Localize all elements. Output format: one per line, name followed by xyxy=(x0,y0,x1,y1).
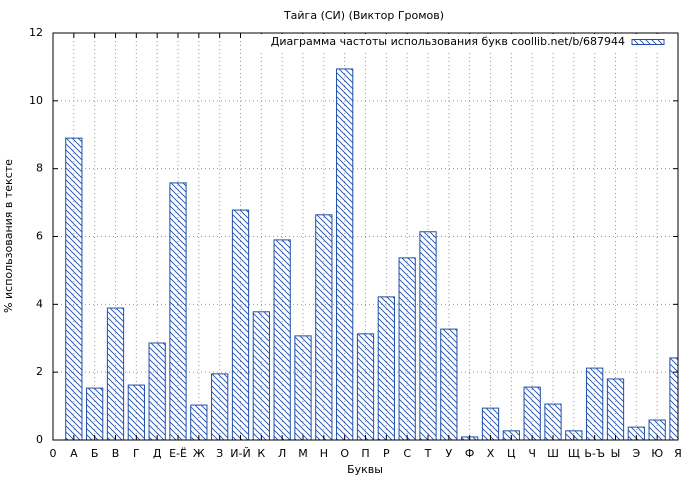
x-tick-label: М xyxy=(298,447,308,460)
x-tick-label: Д xyxy=(153,447,162,460)
x-tick-label: Ц xyxy=(507,447,516,460)
bar xyxy=(586,367,604,440)
x-tick-label: Т xyxy=(424,447,432,460)
x-tick-label: Л xyxy=(278,447,286,460)
x-tick-label: И-Й xyxy=(230,447,250,460)
bar xyxy=(481,407,500,440)
x-tick-label: Ь-Ъ xyxy=(584,447,605,460)
bar xyxy=(669,357,678,440)
x-tick-label: Г xyxy=(133,447,140,460)
x-tick-label: Ф xyxy=(465,447,474,460)
bar xyxy=(315,214,333,440)
chart-title: Тайга (СИ) (Виктор Громов) xyxy=(283,9,444,22)
x-tick-label: В xyxy=(112,447,120,460)
bar xyxy=(231,209,250,440)
x-tick-label: Ш xyxy=(547,447,559,460)
y-tick-label: 0 xyxy=(36,433,43,446)
bar xyxy=(523,386,541,440)
bar xyxy=(86,387,104,440)
x-tick-label: 0 xyxy=(50,447,57,460)
x-tick-label: Ю xyxy=(651,447,663,460)
bar xyxy=(606,378,625,440)
x-tick-label: К xyxy=(257,447,265,460)
bar xyxy=(336,68,354,440)
bars xyxy=(65,68,678,440)
bar xyxy=(106,307,125,440)
y-tick-label: 2 xyxy=(36,365,43,378)
bar xyxy=(398,257,416,440)
x-tick-label: Ч xyxy=(528,447,536,460)
x-tick-label: Э xyxy=(632,447,640,460)
bar xyxy=(648,419,666,440)
bar xyxy=(127,384,145,440)
x-axis-label: Буквы xyxy=(347,463,383,476)
x-tick-label: А xyxy=(70,447,78,460)
bar xyxy=(211,373,229,440)
y-tick-label: 6 xyxy=(36,230,43,243)
x-tick-label: Ы xyxy=(611,447,621,460)
bar xyxy=(440,328,458,440)
x-tick-label: З xyxy=(216,447,223,460)
bar xyxy=(356,333,375,440)
y-axis-label: % использования в тексте xyxy=(2,159,15,313)
x-tick-label: Е-Ё xyxy=(169,447,187,460)
y-tick-label: 4 xyxy=(36,297,43,310)
bar xyxy=(169,182,187,440)
bar xyxy=(190,404,208,440)
x-tick-label: Ж xyxy=(193,447,205,460)
x-tick-label: О xyxy=(340,447,349,460)
y-tick-label: 8 xyxy=(36,162,43,175)
x-tick-label: Щ xyxy=(568,447,580,460)
x-tick-label: П xyxy=(361,447,369,460)
bar xyxy=(273,239,291,440)
bar xyxy=(65,137,83,440)
plot-frame xyxy=(52,32,679,441)
x-tick-label: Н xyxy=(320,447,328,460)
x-tick-label: Я xyxy=(674,447,682,460)
legend-label: Диаграмма частоты использования букв coo… xyxy=(271,35,625,48)
bar xyxy=(148,342,166,440)
bar xyxy=(377,296,395,440)
bar xyxy=(252,311,270,440)
bar xyxy=(419,231,437,440)
y-tick-label: 12 xyxy=(29,26,43,39)
x-tick-label: Б xyxy=(91,447,99,460)
legend-background xyxy=(242,34,674,50)
legend-swatch xyxy=(631,39,665,45)
bar xyxy=(294,335,312,440)
x-tick-label: Р xyxy=(383,447,390,460)
x-tick-label: У xyxy=(445,447,452,460)
bar xyxy=(544,403,562,440)
x-tick-label: Х xyxy=(487,447,495,460)
y-tick-label: 10 xyxy=(29,94,43,107)
x-tick-label: С xyxy=(403,447,411,460)
